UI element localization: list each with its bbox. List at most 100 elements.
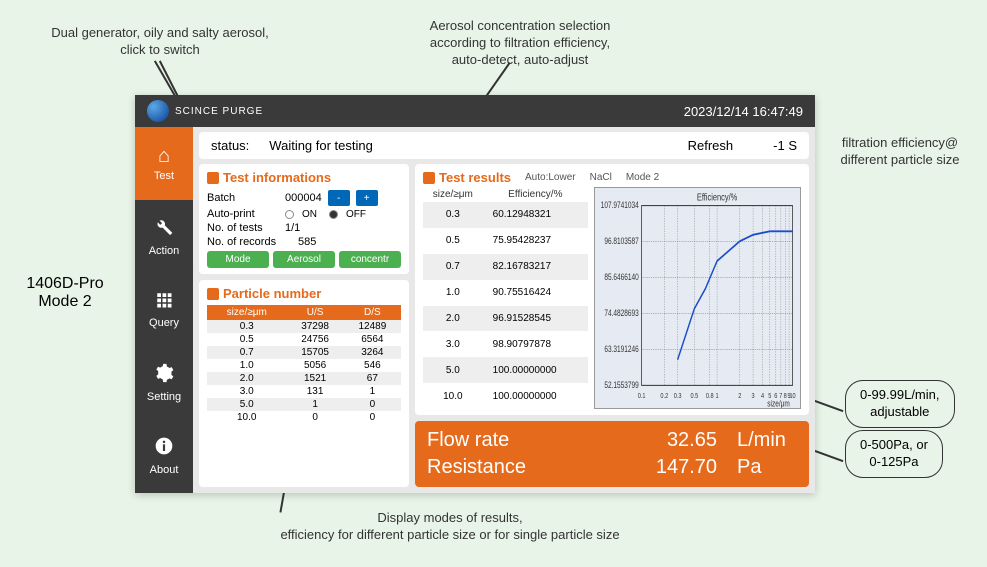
table-row: 5.010 [207, 398, 401, 411]
sidebar-item-test[interactable]: ⌂ Test [135, 127, 193, 200]
svg-text:74.4828693: 74.4828693 [604, 308, 638, 318]
annotation-dual-generator: Dual generator, oily and salty aerosol,c… [20, 25, 300, 59]
ntests-value: 1/1 [285, 222, 300, 234]
column-header: U/S [286, 305, 343, 320]
svg-text:0.5: 0.5 [690, 392, 698, 400]
sidebar-item-query[interactable]: Query [135, 273, 193, 346]
annotation-display-modes: Display modes of results,efficiency for … [230, 510, 670, 544]
batch-minus[interactable]: - [328, 190, 350, 206]
flow-unit: L/min [737, 429, 797, 452]
svg-text:96.8103587: 96.8103587 [604, 236, 638, 246]
svg-text:52.1553799: 52.1553799 [604, 380, 638, 390]
svg-text:Efficiency/%: Efficiency/% [697, 191, 738, 202]
column-header: D/S [344, 305, 401, 320]
svg-text:0.8: 0.8 [706, 392, 714, 400]
table-row: 1.090.75516424 [423, 280, 588, 306]
titlebar: SCINCE PURGE 2023/12/14 16:47:49 [135, 95, 815, 127]
particle-title: Particle number [207, 286, 401, 301]
autoprint-on-radio[interactable] [285, 210, 294, 219]
refresh-label: Refresh [688, 138, 734, 153]
particle-table: size/≥μmU/SD/S 0.337298124890.5247566564… [207, 305, 401, 424]
batch-value: 000004 [285, 192, 322, 204]
svg-text:0.2: 0.2 [660, 392, 668, 400]
column-header: Efficiency/% [483, 187, 588, 202]
info-icon [154, 436, 174, 460]
resist-unit: Pa [737, 456, 797, 479]
svg-text:3: 3 [752, 392, 755, 400]
wrench-icon [154, 217, 174, 241]
logo: SCINCE PURGE [147, 100, 263, 122]
autoprint-off-radio[interactable] [329, 210, 338, 219]
svg-text:10: 10 [789, 392, 795, 400]
table-row: 10.0100.00000000 [423, 383, 588, 409]
sidebar-label: About [150, 464, 179, 476]
off-label: OFF [346, 209, 366, 220]
sidebar-item-action[interactable]: Action [135, 200, 193, 273]
flow-value: 32.65 [637, 429, 717, 452]
tag-auto: Auto:Lower [525, 172, 576, 183]
mode-button[interactable]: Mode [207, 251, 269, 268]
svg-text:63.3191246: 63.3191246 [604, 344, 638, 354]
logo-icon [147, 100, 169, 122]
table-row: 0.33729812489 [207, 320, 401, 333]
grid-icon [155, 291, 173, 313]
svg-text:107.9741034: 107.9741034 [601, 200, 640, 210]
table-row: 0.7157053264 [207, 346, 401, 359]
ntests-label: No. of tests [207, 222, 279, 234]
efficiency-chart: Efficiency/% 107.9741034 96.8103587 85.6466… [594, 187, 801, 409]
test-info-card: Test informations Batch 000004 - + Auto-… [199, 164, 409, 274]
aerosol-button[interactable]: Aerosol [273, 251, 335, 268]
svg-text:2: 2 [738, 392, 741, 400]
results-card: Test results Auto:Lower NaCl Mode 2 size… [415, 164, 809, 415]
table-row: 3.01311 [207, 385, 401, 398]
table-row: 0.360.12948321 [423, 202, 588, 228]
home-icon: ⌂ [158, 146, 170, 166]
sidebar-label: Test [154, 170, 174, 182]
tag-nacl: NaCl [590, 172, 612, 183]
table-row: 3.098.90797878 [423, 331, 588, 357]
svg-text:size/μm: size/μm [767, 399, 790, 408]
tag-mode: Mode 2 [626, 172, 659, 183]
sidebar-item-about[interactable]: About [135, 420, 193, 493]
nrecords-label: No. of records [207, 236, 292, 248]
logo-text: SCINCE PURGE [175, 106, 263, 117]
app-window: SCINCE PURGE 2023/12/14 16:47:49 ⌂ Test … [135, 95, 815, 493]
batch-plus[interactable]: + [356, 190, 378, 206]
sidebar: ⌂ Test Action Query Setting [135, 127, 193, 493]
svg-text:85.6466140: 85.6466140 [604, 272, 638, 282]
sidebar-item-setting[interactable]: Setting [135, 347, 193, 420]
refresh-value: -1 S [773, 138, 797, 153]
model-label: 1406D-ProMode 2 [10, 275, 120, 311]
callout-resist: 0-500Pa, or0-125Pa [845, 430, 943, 478]
resist-label: Resistance [427, 456, 617, 479]
svg-text:4: 4 [761, 392, 764, 400]
results-title: Test results [423, 170, 511, 185]
svg-text:0.1: 0.1 [638, 392, 646, 400]
status-label: status: [211, 138, 249, 153]
leader-line [815, 450, 844, 462]
gear-icon [154, 363, 174, 387]
table-row: 2.0152167 [207, 372, 401, 385]
sidebar-label: Setting [147, 391, 181, 403]
column-header: size/≥μm [423, 187, 483, 202]
efficiency-table: size/≥μmEfficiency/% 0.360.129483210.575… [423, 187, 588, 409]
sidebar-label: Action [149, 245, 180, 257]
batch-label: Batch [207, 192, 279, 204]
callout-flow: 0-99.99L/min,adjustable [845, 380, 955, 428]
sidebar-label: Query [149, 317, 179, 329]
table-row: 0.575.95428237 [423, 228, 588, 254]
table-row: 2.096.91528545 [423, 306, 588, 332]
status-bar: status: Waiting for testing Refresh -1 S [199, 132, 809, 159]
on-label: ON [302, 209, 317, 220]
flow-label: Flow rate [427, 429, 617, 452]
nrecords-value: 585 [298, 236, 316, 248]
annotation-efficiency: filtration efficiency@different particle… [820, 135, 980, 169]
resist-value: 147.70 [637, 456, 717, 479]
autoprint-label: Auto-print [207, 208, 279, 220]
table-row: 0.5247566564 [207, 333, 401, 346]
svg-text:0.3: 0.3 [674, 392, 682, 400]
leader-line [815, 400, 844, 412]
svg-text:1: 1 [716, 392, 719, 400]
concentration-button[interactable]: concentr [339, 251, 401, 268]
column-header: size/≥μm [207, 305, 286, 320]
